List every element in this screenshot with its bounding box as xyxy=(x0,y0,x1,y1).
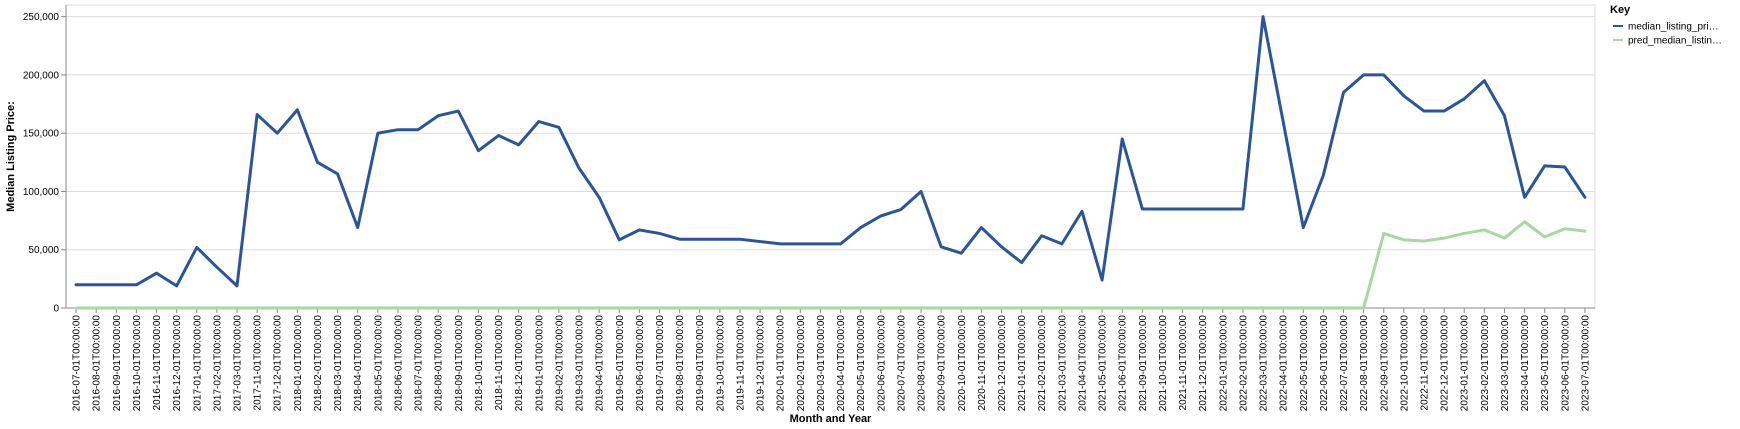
x-tick-label: 2021-05-01T00:00:00 xyxy=(1098,315,1109,412)
x-tick-label: 2020-01-01T00:00:00 xyxy=(776,315,787,412)
x-tick-label: 2018-08-01T00:00:00 xyxy=(434,315,445,412)
x-tick-label: 2020-09-01T00:00:00 xyxy=(937,315,948,412)
grid-layer xyxy=(66,16,1595,309)
x-tick-label: 2022-05-01T00:00:00 xyxy=(1299,315,1310,412)
series-layer xyxy=(74,15,1587,310)
x-tick-label: 2017-01-01T00:00:00 xyxy=(192,315,203,412)
x-tick-label: 2019-12-01T00:00:00 xyxy=(756,315,767,412)
x-tick-label: 2020-04-01T00:00:00 xyxy=(836,315,847,412)
x-tick-label: 2022-04-01T00:00:00 xyxy=(1279,315,1290,412)
x-tick-label: 2022-09-01T00:00:00 xyxy=(1379,315,1390,412)
x-tick-label: 2019-03-01T00:00:00 xyxy=(575,315,586,412)
x-tick-label: 2022-11-01T00:00:00 xyxy=(1419,315,1430,411)
x-tick-label: 2020-05-01T00:00:00 xyxy=(856,315,867,412)
x-tick-label: 2021-03-01T00:00:00 xyxy=(1057,315,1068,412)
x-tick-label: 2022-07-01T00:00:00 xyxy=(1339,315,1350,412)
x-tick-label: 2019-06-01T00:00:00 xyxy=(635,315,646,412)
x-tick-label: 2018-12-01T00:00:00 xyxy=(514,315,525,412)
x-tick-label: 2021-01-01T00:00:00 xyxy=(1017,315,1028,412)
x-tick-label: 2017-02-01T00:00:00 xyxy=(212,315,223,412)
y-tick-label: 0 xyxy=(53,304,59,315)
x-tick-label: 2020-12-01T00:00:00 xyxy=(997,315,1008,412)
x-tick-label: 2018-07-01T00:00:00 xyxy=(414,315,425,412)
x-tick-label: 2017-12-01T00:00:00 xyxy=(273,315,284,412)
x-tick-label: 2023-02-01T00:00:00 xyxy=(1480,315,1491,412)
x-tick-label: 2018-03-01T00:00:00 xyxy=(333,315,344,412)
x-tick-label: 2020-06-01T00:00:00 xyxy=(876,315,887,412)
x-tick-label: 2018-09-01T00:00:00 xyxy=(454,315,465,412)
x-tick-label: 2021-10-01T00:00:00 xyxy=(1158,315,1169,412)
x-tick-label: 2016-10-01T00:00:00 xyxy=(132,315,143,412)
x-tick-label: 2021-06-01T00:00:00 xyxy=(1118,315,1129,412)
x-tick-label: 2019-10-01T00:00:00 xyxy=(715,315,726,412)
x-tick-label: 2022-12-01T00:00:00 xyxy=(1440,315,1451,412)
x-tick-label: 2022-10-01T00:00:00 xyxy=(1399,315,1410,412)
x-tick-label: 2018-01-01T00:00:00 xyxy=(293,315,304,412)
x-tick-label: 2019-04-01T00:00:00 xyxy=(595,315,606,412)
x-tick-label: 2016-11-01T00:00:00 xyxy=(152,315,163,411)
x-tick-label: 2018-06-01T00:00:00 xyxy=(393,315,404,412)
x-tick-label: 2019-09-01T00:00:00 xyxy=(695,315,706,412)
x-tick-label: 2017-03-01T00:00:00 xyxy=(233,315,244,412)
x-tick-label: 2022-01-01T00:00:00 xyxy=(1218,315,1229,412)
x-tick-label: 2020-10-01T00:00:00 xyxy=(957,315,968,412)
y-tick-label: 50,000 xyxy=(28,245,59,256)
series-line xyxy=(74,220,1587,310)
x-tick-label: 2020-11-01T00:00:00 xyxy=(977,315,988,411)
x-tick-label: 2023-05-01T00:00:00 xyxy=(1540,315,1551,412)
series-line xyxy=(74,15,1587,288)
y-tick-label: 150,000 xyxy=(23,129,60,140)
x-tick-label: 2020-02-01T00:00:00 xyxy=(796,315,807,412)
x-tick-label: 2019-07-01T00:00:00 xyxy=(655,315,666,412)
x-tick-label: 2016-09-01T00:00:00 xyxy=(112,315,123,412)
x-tick-label: 2020-07-01T00:00:00 xyxy=(896,315,907,412)
y-axis-title: Median Listing Price: xyxy=(5,101,17,212)
y-tick-label: 200,000 xyxy=(23,70,60,81)
x-tick-label: 2018-05-01T00:00:00 xyxy=(373,315,384,412)
x-tick-label: 2022-06-01T00:00:00 xyxy=(1319,315,1330,412)
legend: Key median_listing_pri… pred_median_listi… xyxy=(1610,4,1722,47)
x-tick-label: 2016-12-01T00:00:00 xyxy=(172,315,183,412)
legend-title: Key xyxy=(1610,4,1631,16)
y-tick-label: 250,000 xyxy=(23,12,60,23)
x-tick-label: 2023-01-01T00:00:00 xyxy=(1460,315,1471,412)
x-tick-label: 2023-06-01T00:00:00 xyxy=(1560,315,1571,412)
y-axis: 0 50,000 100,000 150,000 200,000 250,000 xyxy=(23,5,67,315)
x-tick-label: 2020-03-01T00:00:00 xyxy=(816,315,827,412)
x-tick-label: 2019-01-01T00:00:00 xyxy=(534,315,545,412)
legend-label: median_listing_pri… xyxy=(1628,22,1719,33)
x-tick-label: 2018-02-01T00:00:00 xyxy=(313,315,324,412)
x-tick-label: 2018-10-01T00:00:00 xyxy=(474,315,485,412)
x-tick-label: 2019-05-01T00:00:00 xyxy=(615,315,626,412)
x-tick-label: 2020-08-01T00:00:00 xyxy=(917,315,928,412)
legend-label: pred_median_listin… xyxy=(1628,36,1722,47)
x-tick-label: 2019-08-01T00:00:00 xyxy=(675,315,686,412)
x-tick-label: 2023-03-01T00:00:00 xyxy=(1500,315,1511,412)
x-tick-label: 2021-09-01T00:00:00 xyxy=(1138,315,1149,412)
x-tick-label: 2017-11-01T00:00:00 xyxy=(253,315,264,411)
x-tick-label: 2022-02-01T00:00:00 xyxy=(1238,315,1249,412)
x-tick-label: 2018-11-01T00:00:00 xyxy=(494,315,505,411)
x-tick-label: 2022-03-01T00:00:00 xyxy=(1259,315,1270,412)
x-tick-label: 2023-07-01T00:00:00 xyxy=(1580,315,1591,412)
plot-frame xyxy=(65,4,1596,309)
x-tick-label: 2023-04-01T00:00:00 xyxy=(1520,315,1531,412)
x-tick-label: 2019-11-01T00:00:00 xyxy=(735,315,746,411)
x-tick-label: 2016-07-01T00:00:00 xyxy=(72,315,83,412)
x-axis-title: Month and Year xyxy=(790,413,872,425)
x-tick-label: 2021-02-01T00:00:00 xyxy=(1037,315,1048,412)
x-tick-label: 2022-08-01T00:00:00 xyxy=(1359,315,1370,412)
x-tick-label: 2016-08-01T00:00:00 xyxy=(92,315,103,412)
x-axis: 2016-07-01T00:00:00 2016-08-01T00:00:00 20… xyxy=(66,307,1595,412)
x-tick-label: 2021-12-01T00:00:00 xyxy=(1198,315,1209,412)
x-tick-label: 2018-04-01T00:00:00 xyxy=(353,315,364,412)
x-tick-label: 2019-02-01T00:00:00 xyxy=(554,315,565,412)
x-tick-label: 2021-11-01T00:00:00 xyxy=(1178,315,1189,411)
x-tick-label: 2021-04-01T00:00:00 xyxy=(1077,315,1088,412)
y-tick-label: 100,000 xyxy=(23,187,60,198)
